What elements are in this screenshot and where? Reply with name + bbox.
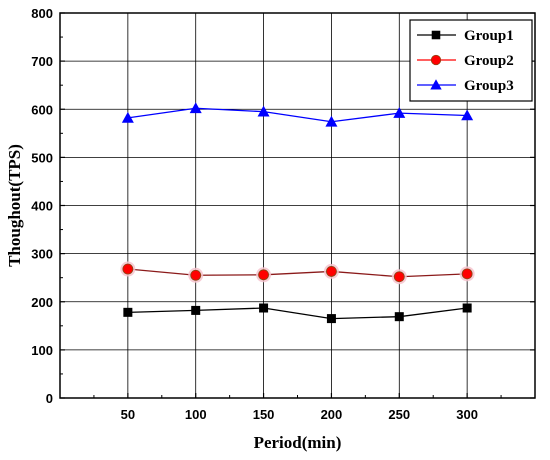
y-tick-label: 0	[46, 391, 53, 406]
legend-marker-group3	[430, 79, 442, 90]
y-tick-label: 300	[31, 247, 53, 262]
data-point	[259, 303, 269, 313]
data-point	[325, 115, 338, 127]
x-tick-label: 200	[321, 407, 343, 422]
data-point	[394, 312, 404, 322]
legend: Group1 Group2 Group3	[409, 19, 533, 102]
data-point	[257, 105, 270, 117]
series-line	[127, 307, 468, 320]
data-point	[258, 269, 269, 281]
data-point	[190, 269, 202, 281]
data-point	[326, 266, 337, 277]
grid	[60, 13, 535, 398]
series-group1	[123, 303, 472, 324]
y-tick-label: 500	[31, 150, 53, 165]
data-point	[191, 305, 201, 315]
series-group2	[120, 261, 475, 285]
legend-label: Group2	[464, 53, 514, 69]
y-tick-label: 400	[31, 199, 53, 214]
x-axis-label: Period(min)	[254, 433, 342, 452]
data-point	[121, 111, 134, 123]
y-tick-label: 800	[31, 6, 53, 21]
y-tick-label: 700	[31, 54, 53, 69]
x-tick-label: 50	[121, 407, 135, 422]
series-line	[127, 107, 468, 123]
data-point	[189, 102, 202, 114]
axis-ticks: 0 100 200 300 400 500 600 700 800 50 100 150 200 250 3…	[31, 6, 535, 422]
data-point	[461, 109, 474, 121]
x-tick-label: 300	[456, 407, 478, 422]
y-tick-label: 600	[31, 102, 53, 117]
data-point	[122, 263, 134, 275]
data-point	[393, 107, 406, 118]
legend-marker-group2	[430, 54, 442, 66]
legend-label: Group3	[464, 78, 514, 94]
x-tick-label: 100	[185, 407, 207, 422]
data-point	[461, 268, 473, 280]
series-layer	[120, 102, 475, 324]
legend-label: Group1	[464, 28, 514, 44]
series-group3	[121, 102, 474, 127]
data-point	[326, 314, 336, 324]
data-point	[123, 307, 133, 317]
data-point	[462, 303, 472, 313]
y-axis-label: Thoughout(TPS)	[5, 144, 24, 267]
x-tick-label: 150	[253, 407, 275, 422]
data-point	[393, 271, 405, 283]
x-tick-label: 250	[388, 407, 410, 422]
series-line	[127, 268, 468, 278]
y-tick-label: 200	[31, 295, 53, 310]
y-tick-label: 100	[31, 343, 53, 358]
legend-marker-group1	[431, 30, 441, 40]
